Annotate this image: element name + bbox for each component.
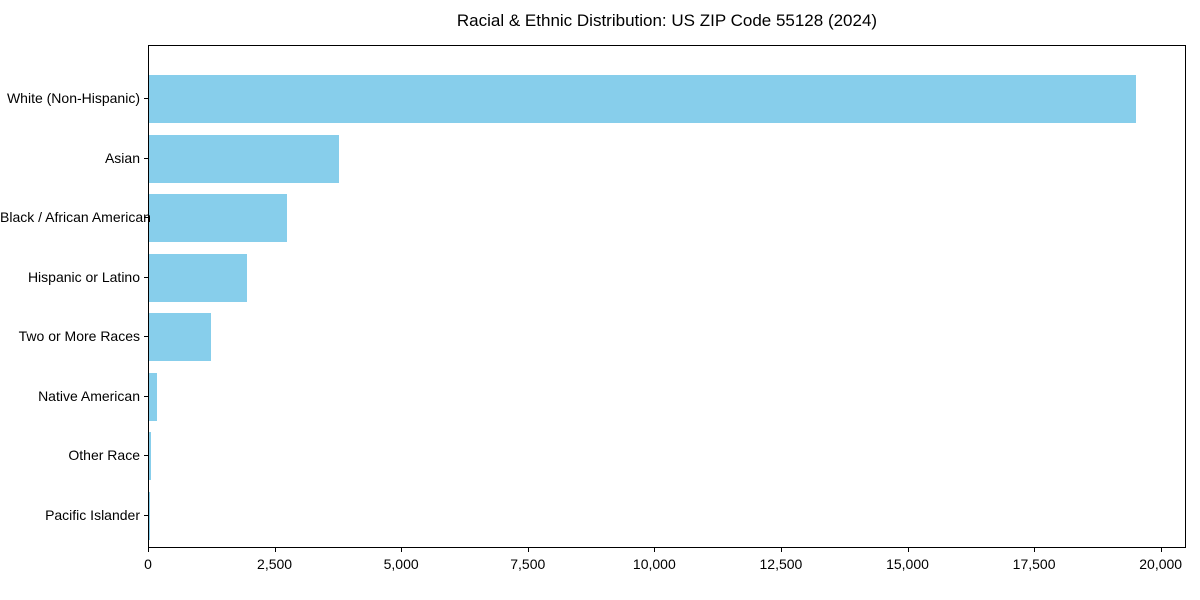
y-axis-label: Native American: [38, 387, 140, 404]
x-axis-tick-label: 12,500: [759, 556, 803, 572]
y-axis-tick: [144, 455, 148, 456]
bar-black-african-american: [149, 194, 287, 242]
x-axis-tick: [907, 548, 909, 552]
y-axis-tick: [144, 336, 148, 337]
x-axis-tick: [527, 548, 529, 552]
bar-other-race: [149, 432, 151, 480]
y-axis-tick: [144, 98, 148, 99]
x-axis-tick-label: 5,000: [383, 556, 419, 572]
y-axis-tick: [144, 514, 148, 516]
y-axis-label: Two or More Races: [18, 328, 140, 344]
x-axis-tick: [1034, 548, 1036, 552]
chart-title: Racial & Ethnic Distribution: US ZIP Cod…: [456, 11, 878, 30]
x-axis-tick-label: 2,500: [257, 556, 293, 572]
y-axis-label: Pacific Islander: [45, 506, 140, 523]
x-axis-tick-label: 0: [144, 556, 152, 572]
y-axis-label: Other Race: [68, 447, 140, 463]
bar-two-or-more-races: [149, 313, 212, 361]
y-axis-tick: [144, 395, 148, 397]
y-axis-label: White (Non-Hispanic): [6, 90, 140, 106]
y-axis-tick: [144, 217, 148, 218]
x-axis-tick: [274, 548, 276, 552]
x-axis-tick: [401, 548, 403, 552]
x-axis-tick-label: 17,500: [1012, 556, 1056, 572]
x-axis-tick-label: 15,000: [886, 556, 929, 572]
x-axis-tick: [654, 548, 656, 552]
x-axis-tick-label: 10,000: [632, 556, 676, 572]
y-axis-label: Hispanic or Latino: [27, 268, 140, 285]
y-axis-tick: [144, 276, 148, 278]
y-axis-tick: [144, 157, 148, 159]
x-axis-tick: [148, 548, 149, 552]
x-axis-tick: [1160, 548, 1162, 552]
x-axis-tick-label: 7,500: [510, 556, 546, 572]
bar-white-non-hispanic: [149, 75, 1137, 123]
x-axis-tick-label: 20,000: [1139, 556, 1183, 572]
y-axis-label: Asian: [104, 149, 140, 166]
y-axis-label: Black / African American: [0, 209, 151, 225]
bar-pacific-islander: [149, 491, 150, 540]
bar-hispanic-or-latino: [149, 253, 247, 302]
bar-native-american: [149, 372, 158, 421]
bar-asian: [149, 134, 340, 183]
plot-area: [148, 45, 1186, 548]
x-axis-tick: [780, 548, 782, 552]
